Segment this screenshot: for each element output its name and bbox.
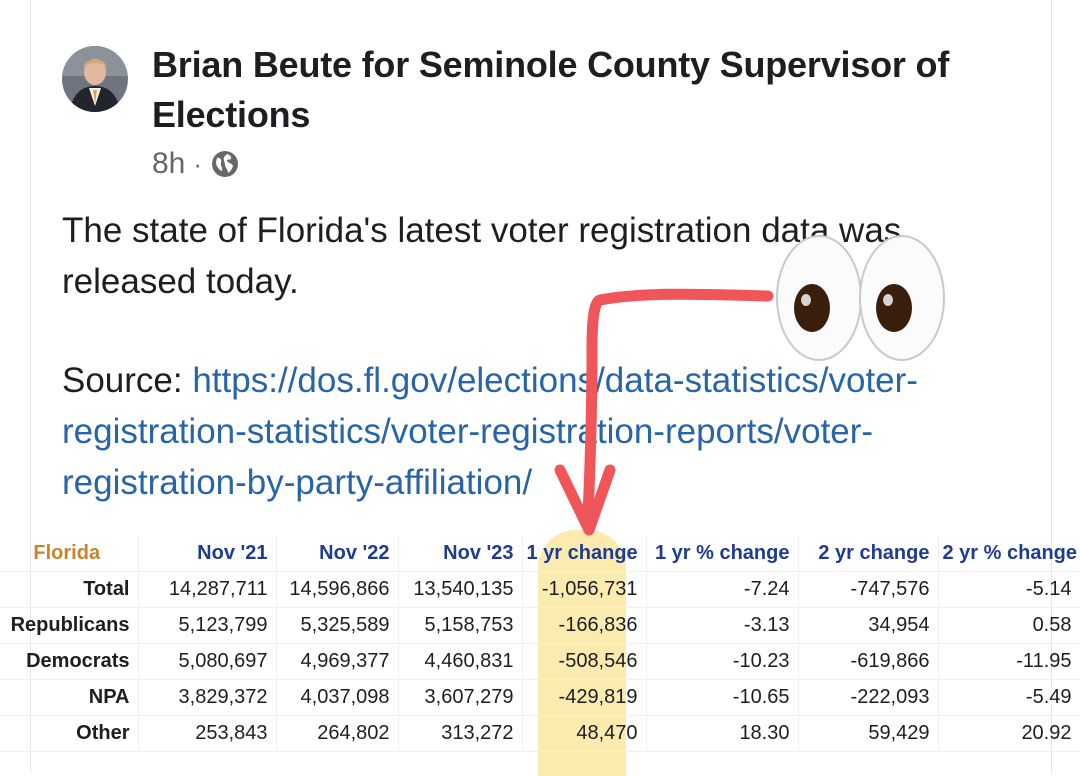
header-nov23: Nov '23	[398, 536, 523, 572]
cell-nov21: 253,843	[138, 715, 277, 752]
cell-2yr-change: -619,866	[798, 643, 939, 680]
cell-1yr-pct-change: 18.30	[646, 715, 799, 752]
post-meta: 8h ·	[152, 142, 240, 186]
cell-2yr-change: 59,429	[798, 715, 939, 752]
cell-nov23: 4,460,831	[398, 643, 523, 680]
meta-separator: ·	[193, 148, 203, 179]
cell-nov22: 4,969,377	[276, 643, 399, 680]
table-header-row: Florida Nov '21 Nov '22 Nov '23 1 yr cha…	[0, 536, 1080, 572]
post-time[interactable]: 8h	[152, 147, 186, 180]
cell-1yr-change: -429,819	[522, 679, 647, 716]
cell-nov21: 5,080,697	[138, 643, 277, 680]
cell-1yr-change: -508,546	[522, 643, 647, 680]
row-label: Democrats	[0, 643, 139, 680]
cell-nov21: 14,287,711	[138, 571, 277, 608]
cell-nov23: 5,158,753	[398, 607, 523, 644]
cell-nov21: 3,829,372	[138, 679, 277, 716]
globe-icon[interactable]	[210, 149, 240, 179]
eyes-emoji	[776, 235, 945, 361]
cell-nov22: 4,037,098	[276, 679, 399, 716]
header-nov21: Nov '21	[138, 536, 277, 572]
cell-nov23: 13,540,135	[398, 571, 523, 608]
post-text: The state of Florida's latest voter regi…	[62, 211, 902, 301]
cell-nov21: 5,123,799	[138, 607, 277, 644]
table-row: Republicans 5,123,799 5,325,589 5,158,75…	[0, 607, 1080, 644]
row-label: NPA	[0, 679, 139, 716]
header-florida: Florida	[0, 536, 139, 572]
row-label: Total	[0, 571, 139, 608]
cell-2yr-pct-change: -5.49	[938, 679, 1080, 716]
table-row: Other 253,843 264,802 313,272 48,470 18.…	[0, 715, 1080, 752]
cell-1yr-pct-change: -7.24	[646, 571, 799, 608]
row-label: Republicans	[0, 607, 139, 644]
source-label: Source:	[62, 361, 183, 400]
cell-nov23: 3,607,279	[398, 679, 523, 716]
cell-nov22: 5,325,589	[276, 607, 399, 644]
header-2yr-pct-change: 2 yr % change	[938, 536, 1080, 572]
cell-1yr-change: 48,470	[522, 715, 647, 752]
cell-2yr-pct-change: -11.95	[938, 643, 1080, 680]
avatar[interactable]	[62, 46, 128, 112]
source-link[interactable]: https://dos.fl.gov/elections/data-statis…	[62, 361, 918, 502]
row-label: Other	[0, 715, 139, 752]
header-1yr-pct-change: 1 yr % change	[646, 536, 799, 572]
table-row: NPA 3,829,372 4,037,098 3,607,279 -429,8…	[0, 679, 1080, 716]
table-row: Democrats 5,080,697 4,969,377 4,460,831 …	[0, 643, 1080, 680]
cell-2yr-change: 34,954	[798, 607, 939, 644]
header-1yr-change: 1 yr change	[522, 536, 647, 572]
cell-2yr-change: -747,576	[798, 571, 939, 608]
voter-registration-table: Florida Nov '21 Nov '22 Nov '23 1 yr cha…	[0, 536, 1080, 752]
post-author[interactable]: Brian Beute for Seminole County Supervis…	[152, 44, 950, 135]
cell-nov22: 264,802	[276, 715, 399, 752]
header-2yr-change: 2 yr change	[798, 536, 939, 572]
cell-1yr-change: -166,836	[522, 607, 647, 644]
cell-1yr-pct-change: -10.23	[646, 643, 799, 680]
table-row: Total 14,287,711 14,596,866 13,540,135 -…	[0, 571, 1080, 608]
cell-1yr-pct-change: -3.13	[646, 607, 799, 644]
cell-2yr-pct-change: 0.58	[938, 607, 1080, 644]
cell-nov22: 14,596,866	[276, 571, 399, 608]
cell-2yr-pct-change: -5.14	[938, 571, 1080, 608]
cell-1yr-pct-change: -10.65	[646, 679, 799, 716]
cell-2yr-pct-change: 20.92	[938, 715, 1080, 752]
cell-1yr-change: -1,056,731	[522, 571, 647, 608]
cell-2yr-change: -222,093	[798, 679, 939, 716]
source-line: Source: https://dos.fl.gov/elections/dat…	[62, 355, 1032, 508]
header-nov22: Nov '22	[276, 536, 399, 572]
cell-nov23: 313,272	[398, 715, 523, 752]
